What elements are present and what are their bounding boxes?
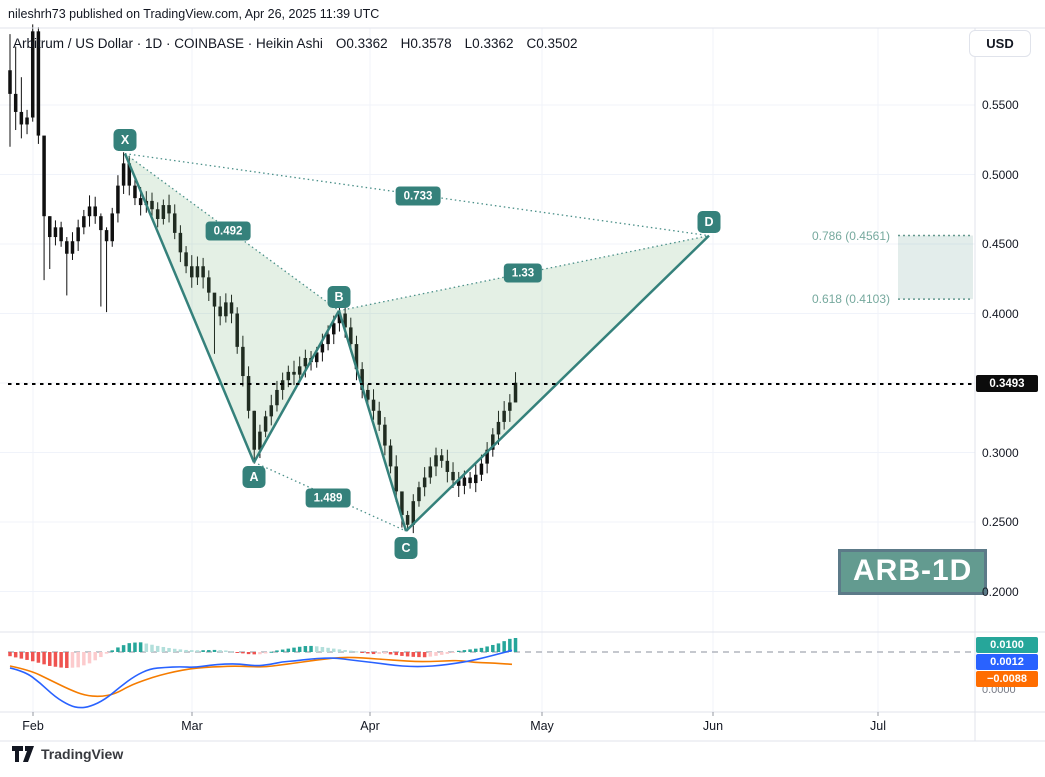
pattern-leg[interactable] (337, 310, 408, 532)
pattern-ratio-0_492: 0.492 (205, 221, 251, 241)
price-axis-label[interactable]: 0.3000 (982, 445, 1019, 460)
currency-toggle-button[interactable]: USD (969, 30, 1031, 57)
tradingview-logo-icon (12, 746, 34, 762)
ohlc-high: H0.3578 (400, 36, 452, 51)
pattern-dotted-leg[interactable] (253, 461, 407, 532)
pattern-leg[interactable] (123, 153, 256, 463)
price-axis-label[interactable]: 0.5500 (982, 98, 1019, 112)
pattern-leg[interactable] (252, 310, 341, 463)
price-axis-label[interactable]: 0.4500 (982, 237, 1019, 251)
pattern-point-x[interactable]: X (113, 128, 137, 151)
symbol-title[interactable]: Arbitrum / US Dollar · 1D · COINBASE · H… (13, 36, 323, 51)
macd-zero-axis-label: 0.0000 (982, 684, 1016, 696)
pattern-point-b[interactable]: B (327, 285, 351, 308)
time-axis-label-apr[interactable]: Apr (360, 719, 380, 733)
macd-value-tag: 0.0012 (976, 654, 1038, 670)
pattern-fill (125, 153, 339, 463)
candles-layer (8, 24, 518, 534)
watermark-label: ARB-1D (838, 549, 988, 595)
fib-zone[interactable] (898, 235, 973, 300)
pattern-point-a[interactable]: A (242, 466, 266, 489)
price-axis-label[interactable]: 0.4000 (982, 306, 1019, 321)
macd-histogram (8, 638, 518, 669)
ohlc-low: L0.3362 (464, 36, 514, 51)
price-axis-label[interactable]: 0.2500 (982, 515, 1019, 529)
time-axis-label-may[interactable]: May (530, 719, 554, 733)
time-axis-label-jul[interactable]: Jul (870, 719, 886, 733)
pattern-ratio-1_489: 1.489 (305, 488, 351, 508)
attribution-text: nileshrh73 published on TradingView.com,… (8, 7, 380, 21)
pattern-point-c[interactable]: C (394, 537, 418, 560)
macd-line (9, 649, 513, 709)
macd-signal-value-tag: −0.0088 (976, 671, 1038, 687)
last-price-tag: 0.3493 (976, 375, 1038, 393)
fib-level-label: 0.786 (0.4561) (811, 228, 890, 243)
tradingview-logo-text: TradingView (41, 746, 124, 762)
time-axis-label-feb[interactable]: Feb (22, 719, 44, 733)
macd-hist-value-tag: 0.0100 (976, 637, 1038, 653)
symbol-title-row: Arbitrum / US Dollar · 1D · COINBASE · H… (13, 36, 578, 51)
ohlc-open: O0.3362 (335, 36, 388, 51)
pattern-ratio-0_733: 0.733 (395, 186, 441, 206)
time-axis-label-jun[interactable]: Jun (702, 719, 724, 733)
pattern-fill (339, 235, 709, 532)
price-axis-label[interactable]: 0.2000 (982, 584, 1019, 599)
pattern-ratio-1_33: 1.33 (503, 263, 543, 283)
ohlc-close: C0.3502 (526, 36, 578, 51)
pattern-dotted-leg[interactable] (124, 153, 710, 237)
fib-level-label: 0.618 (0.4103) (811, 292, 890, 307)
pattern-dotted-leg[interactable] (124, 153, 340, 312)
footer-brand[interactable]: TradingView (12, 746, 123, 762)
pattern-point-d[interactable]: D (697, 210, 721, 233)
price-axis-label[interactable]: 0.5000 (982, 167, 1019, 182)
time-axis-label-mar[interactable]: Mar (181, 719, 203, 733)
pattern-leg[interactable] (405, 234, 710, 532)
